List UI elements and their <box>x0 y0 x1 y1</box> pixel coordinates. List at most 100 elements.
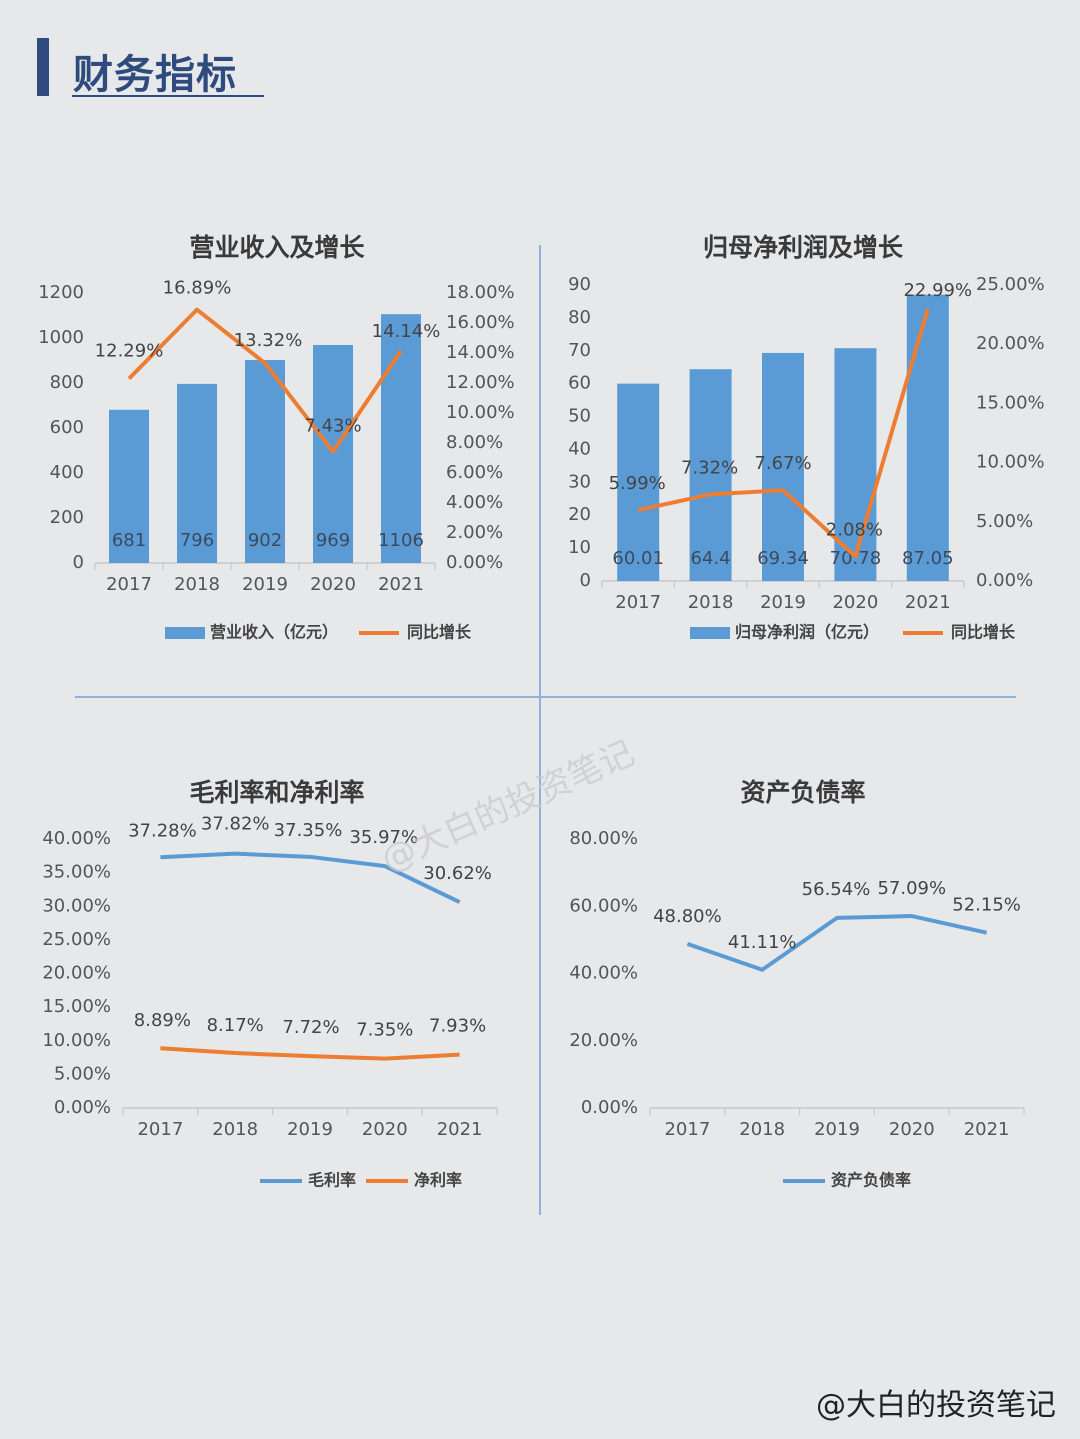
point-label-margins: 37.28% <box>128 820 197 841</box>
left-axis-label-revenue: 1200 <box>38 282 84 303</box>
right-axis-label-revenue: 8.00% <box>446 432 503 453</box>
y-axis-label-margins: 30.00% <box>42 895 111 916</box>
growth-label-revenue: 7.43% <box>304 416 361 437</box>
series-line-margins <box>160 1046 460 1061</box>
bar-revenue <box>245 360 285 563</box>
point-label-margins: 30.62% <box>423 863 492 884</box>
growth-label-revenue: 14.14% <box>372 321 441 342</box>
left-axis-label-profit: 50 <box>568 406 591 427</box>
right-axis-label-revenue: 10.00% <box>446 402 515 423</box>
right-axis-label-profit: 25.00% <box>976 274 1045 295</box>
point-label-margins: 37.35% <box>274 820 343 841</box>
y-axis-label-debt: 60.00% <box>569 895 638 916</box>
x-tick-label-debt: 2017 <box>664 1119 710 1140</box>
x-tick-label-revenue: 2017 <box>106 574 152 595</box>
x-tick-label-margins: 2017 <box>137 1119 183 1140</box>
legend-swatch-bar-revenue <box>165 627 205 639</box>
left-axis-label-revenue: 200 <box>50 507 84 528</box>
growth-line-revenue <box>127 307 403 454</box>
chart-title-profit: 归母净利润及增长 <box>703 233 904 262</box>
legend-label-line-profit: 同比增长 <box>951 623 1016 642</box>
point-label-debt: 48.80% <box>653 906 722 927</box>
right-axis-label-profit: 0.00% <box>976 570 1033 591</box>
y-axis-label-margins: 10.00% <box>42 1030 111 1051</box>
left-axis-label-profit: 20 <box>568 504 591 525</box>
right-axis-label-revenue: 6.00% <box>446 462 503 483</box>
bar-value-label-profit: 70.78 <box>830 548 882 569</box>
header-accent-bar <box>37 38 49 96</box>
y-axis-label-debt: 0.00% <box>581 1097 638 1118</box>
bar-profit <box>689 369 732 581</box>
bar-value-label-profit: 64.4 <box>691 548 731 569</box>
left-axis-label-profit: 90 <box>568 274 591 295</box>
right-axis-label-revenue: 18.00% <box>446 282 515 303</box>
legend-label-bar-profit: 归母净利润（亿元） <box>735 623 879 642</box>
x-tick-label-profit: 2018 <box>688 592 734 613</box>
chart-title-revenue: 营业收入及增长 <box>189 233 365 262</box>
x-tick-label-revenue: 2018 <box>174 574 220 595</box>
x-tick-label-profit: 2021 <box>905 592 951 613</box>
page-title: 财务指标 <box>73 52 237 98</box>
point-label-margins: 8.89% <box>134 1010 191 1031</box>
bar-revenue <box>109 409 149 563</box>
left-axis-label-profit: 60 <box>568 373 591 394</box>
left-axis-label-revenue: 0 <box>73 552 84 573</box>
bar-revenue <box>381 314 421 563</box>
left-axis-label-profit: 80 <box>568 307 591 328</box>
bar-value-label-revenue: 681 <box>112 530 146 551</box>
point-label-margins: 35.97% <box>349 827 418 848</box>
point-label-margins: 7.35% <box>356 1020 413 1041</box>
left-axis-label-revenue: 400 <box>50 462 84 483</box>
y-axis-label-margins: 25.00% <box>42 929 111 950</box>
left-axis-label-profit: 70 <box>568 340 591 361</box>
vertical-divider <box>539 245 541 1215</box>
x-tick-label-debt: 2020 <box>889 1119 935 1140</box>
right-axis-label-revenue: 4.00% <box>446 492 503 513</box>
bar-value-label-revenue: 796 <box>180 530 214 551</box>
x-tick-label-profit: 2019 <box>760 592 806 613</box>
point-label-debt: 41.11% <box>728 932 797 953</box>
bar-revenue <box>177 383 217 563</box>
growth-label-profit: 5.99% <box>609 473 666 494</box>
bar-value-label-profit: 60.01 <box>612 548 664 569</box>
legend-label-margins: 净利率 <box>414 1171 462 1190</box>
right-axis-label-revenue: 12.00% <box>446 372 515 393</box>
y-axis-label-margins: 15.00% <box>42 996 111 1017</box>
growth-label-revenue: 16.89% <box>163 278 232 299</box>
point-label-margins: 37.82% <box>201 814 270 835</box>
x-tick-label-debt: 2018 <box>739 1119 785 1140</box>
chart-title-margins: 毛利率和净利率 <box>189 778 364 807</box>
y-axis-label-debt: 40.00% <box>569 963 638 984</box>
bar-value-label-profit: 87.05 <box>902 548 954 569</box>
bar-profit <box>906 294 949 581</box>
y-axis-label-debt: 80.00% <box>569 828 638 849</box>
x-tick-label-revenue: 2021 <box>378 574 424 595</box>
growth-label-revenue: 13.32% <box>234 330 303 351</box>
point-label-debt: 56.54% <box>802 879 871 900</box>
y-axis-label-margins: 40.00% <box>42 828 111 849</box>
point-label-margins: 8.17% <box>207 1015 264 1036</box>
footer-credit: @大白的投资笔记 <box>816 1388 1056 1423</box>
series-line-debt <box>686 914 988 972</box>
y-axis-label-margins: 0.00% <box>54 1097 111 1118</box>
right-axis-label-profit: 15.00% <box>976 392 1045 413</box>
x-tick-label-debt: 2021 <box>964 1119 1010 1140</box>
y-axis-label-debt: 20.00% <box>569 1030 638 1051</box>
y-axis-label-margins: 5.00% <box>54 1063 111 1084</box>
right-axis-label-profit: 20.00% <box>976 333 1045 354</box>
growth-label-profit: 22.99% <box>903 280 972 301</box>
right-axis-label-revenue: 0.00% <box>446 552 503 573</box>
legend-label-bar-revenue: 营业收入（亿元） <box>210 623 338 642</box>
growth-line-profit <box>637 308 930 559</box>
left-axis-label-profit: 0 <box>580 570 591 591</box>
x-tick-label-revenue: 2019 <box>242 574 288 595</box>
left-axis-label-revenue: 1000 <box>38 327 84 348</box>
header-underline <box>72 95 264 97</box>
horizontal-divider <box>75 696 1016 698</box>
point-label-debt: 57.09% <box>877 878 946 899</box>
bar-profit <box>762 352 804 581</box>
legend-swatch-bar-profit <box>690 627 730 639</box>
x-tick-label-margins: 2020 <box>362 1119 408 1140</box>
growth-label-profit: 2.08% <box>826 519 883 540</box>
